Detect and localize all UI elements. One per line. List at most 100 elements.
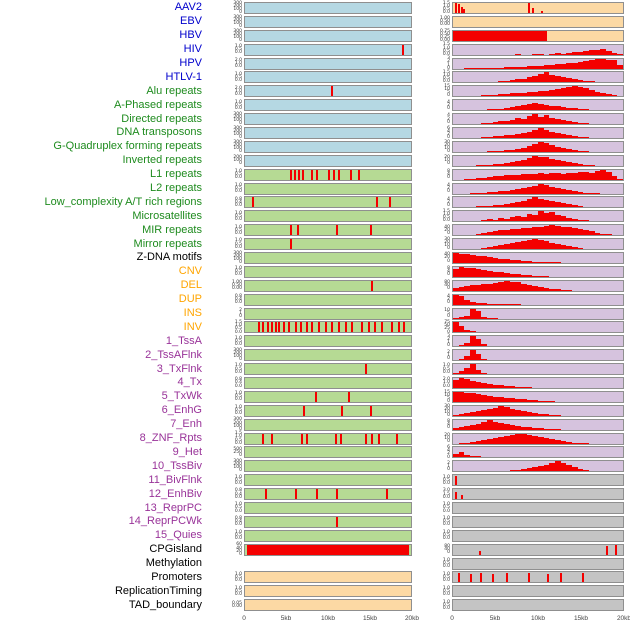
y-tick-labels: 1.0 0.5 0.0 (206, 225, 244, 236)
track-label: L2 repeats (150, 182, 202, 195)
y-tick-label: 0.00 (439, 22, 450, 28)
y-tick-labels: 0.05 0.00 (206, 601, 244, 609)
y-tick-label: 0 (447, 329, 450, 335)
signal-bar (606, 546, 608, 555)
signal-bar (386, 489, 389, 500)
track-row: DUP 0.8 0.4 0.0 4 2 0 (0, 293, 630, 307)
y-tick-label: 200 (233, 31, 242, 37)
y-tick-label: 1.0 (234, 88, 242, 94)
panel-gap (412, 21, 432, 22)
y-tick-label: 300 (233, 250, 242, 256)
x-tick-label: 5kb (280, 615, 292, 623)
signal-bar (389, 197, 392, 208)
track-label: HBV (179, 29, 202, 42)
y-tick-label: 0 (447, 65, 450, 71)
signal-profile (453, 72, 623, 83)
y-tick-label: 0.5 (442, 588, 450, 594)
y-tick-label: 0.5 (234, 172, 242, 178)
signal-profile (453, 45, 623, 55)
left-track-panel (244, 168, 412, 181)
y-tick-labels: 20 10 0 (432, 155, 452, 166)
y-tick-label: 1.0 (442, 380, 450, 386)
signal-profile (453, 364, 623, 375)
y-tick-label: 0.0 (234, 578, 242, 583)
left-track-panel (244, 29, 412, 42)
y-tick-label: 0.8 (234, 377, 242, 383)
y-tick-label: 0.05 (231, 601, 242, 607)
y-tick-label: 4 (447, 269, 450, 275)
y-tick-label: 1.0 (234, 60, 242, 66)
panel-gap (412, 160, 432, 161)
y-tick-label: 2 (447, 460, 450, 466)
y-tick-labels: 0.8 0.4 0.0 (206, 197, 244, 208)
y-tick-label: 1.0 (234, 43, 242, 49)
y-tick-label: 1.00 (231, 280, 242, 286)
y-tick-labels: 300 200 100 0 (206, 112, 244, 127)
y-tick-label: 0.5 (234, 477, 242, 483)
track-row: 2_TssAFlnk 300 200 100 0 2 1 0 (0, 348, 630, 362)
y-tick-label: 0 (447, 314, 450, 320)
y-tick-label: 0 (239, 357, 242, 363)
track-label: CNV (178, 265, 202, 278)
y-tick-labels: 1.0 0.5 0.0 (432, 558, 452, 569)
panel-gap (412, 216, 432, 217)
y-tick-label: 0.5 (234, 533, 242, 539)
y-tick-label: 0 (447, 105, 450, 111)
signal-bar (264, 489, 267, 500)
signal-block (246, 544, 409, 555)
right-track-panel (452, 140, 624, 153)
y-tick-label: 50 (444, 323, 450, 329)
panel-gap (412, 257, 432, 258)
panel-gap (412, 285, 432, 286)
y-tick-label: 5 (447, 90, 450, 96)
signal-bar (289, 239, 292, 250)
y-tick-label: 1.0 (234, 71, 242, 77)
signal-profile (453, 266, 623, 277)
y-tick-label: 0.5 (442, 6, 450, 12)
signal-bar (458, 572, 461, 583)
panel-gap (412, 521, 432, 522)
panel-gap (412, 577, 432, 578)
y-tick-labels: 1.5 1.0 0.5 0.0 (432, 1, 452, 15)
y-tick-labels: 0.8 0.4 0.0 (206, 377, 244, 389)
panel-gap (412, 605, 432, 606)
left-track-panel (244, 585, 412, 598)
y-tick-label: 0.0 (234, 369, 242, 375)
y-tick-label: 200 (233, 114, 242, 120)
y-tick-label: 200 (233, 155, 242, 161)
signal-bar (361, 322, 364, 333)
signal-bar (397, 322, 400, 333)
y-tick-label: 0 (239, 10, 242, 16)
left-track-panel (244, 515, 412, 528)
left-track-panel (244, 529, 412, 542)
y-tick-label: 0.0 (234, 50, 242, 56)
panel-gap (412, 480, 432, 481)
y-tick-label: 10 (444, 436, 450, 441)
y-tick-label: 0.0 (234, 105, 242, 111)
signal-profile (453, 391, 623, 402)
right-track-panel (452, 460, 624, 473)
track-row: 12_EnhBiv 0.8 0.4 0.0 3.0 1.5 0.0 (0, 487, 630, 501)
y-tick-label: 2 (447, 131, 450, 137)
y-tick-label: 0.0 (442, 536, 450, 542)
y-tick-label: 500 (233, 446, 242, 452)
track-row: Inverted repeats 200 100 0 20 10 0 (0, 154, 630, 168)
y-tick-label: 0.5 (442, 48, 450, 54)
signal-bar (306, 322, 309, 333)
y-tick-label: 0 (239, 121, 242, 127)
right-track-panel (452, 599, 624, 612)
y-tick-label: 0.0 (442, 79, 450, 85)
left-track-panel (244, 251, 412, 264)
y-tick-label: 1.0 (442, 363, 450, 369)
y-tick-label: 0.0 (234, 480, 242, 486)
y-tick-labels: 1.0 0.5 0.0 (206, 211, 244, 222)
y-tick-label: 4 (447, 182, 450, 188)
y-tick-label: 0.0 (442, 494, 450, 500)
track-row: ReplicationTiming 1.0 0.5 0.0 1.0 0.5 0.0 (0, 584, 630, 598)
y-tick-labels: 1.0 0.5 0.0 (432, 530, 452, 542)
track-row: HIV 1.0 0.5 0.0 1.5 1.0 0.5 0.0 (0, 43, 630, 57)
track-label: DEL (180, 279, 202, 292)
y-tick-labels: 1.0 0.5 0.0 (432, 572, 452, 583)
right-track-panel (452, 307, 624, 320)
y-tick-label: 20 (236, 548, 242, 554)
